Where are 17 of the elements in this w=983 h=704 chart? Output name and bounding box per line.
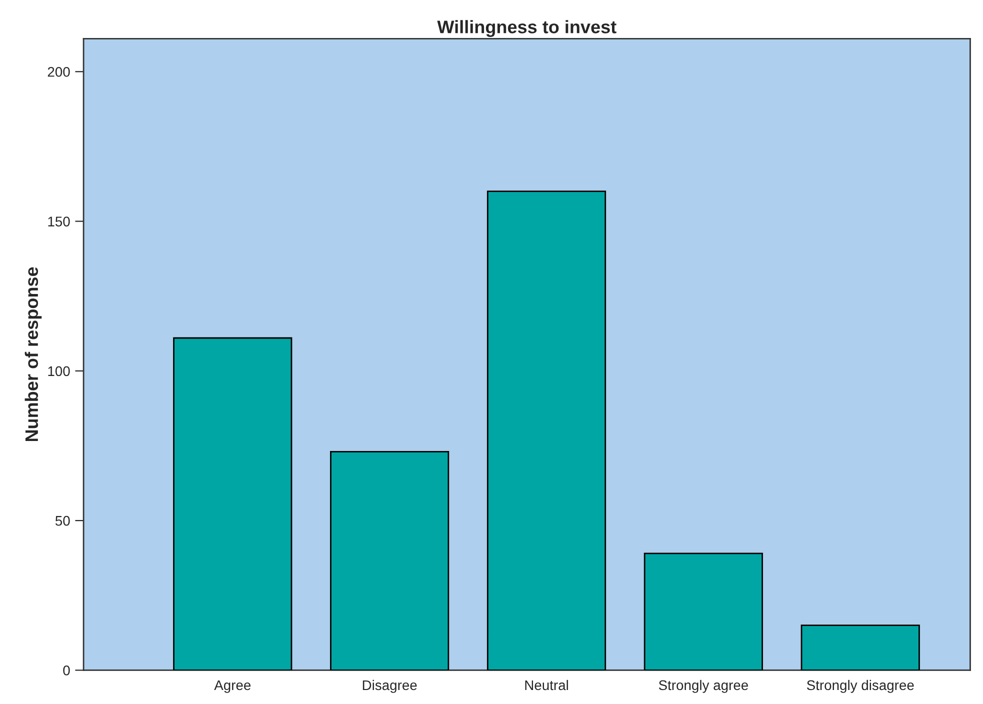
x-tick-label: Disagree [362, 680, 417, 693]
x-tick-label: Agree [214, 680, 251, 693]
x-tick-label: Strongly disagree [806, 680, 914, 693]
y-tick-label: 200 [48, 66, 70, 77]
y-tick-label: 0 [63, 666, 70, 676]
x-tick-label: Strongly agree [658, 680, 748, 693]
y-axis-title: Number of response [24, 267, 42, 442]
bar [644, 552, 763, 670]
bar [800, 624, 920, 670]
y-tick-label: 100 [48, 366, 70, 376]
bar [173, 337, 292, 670]
bar [330, 451, 450, 670]
x-tick-label: Neutral [525, 680, 568, 690]
y-tick-label: 50 [55, 516, 70, 526]
y-tick-label: 150 [48, 216, 70, 226]
bar [486, 190, 606, 670]
chart-title: Willingness to invest [437, 20, 616, 37]
